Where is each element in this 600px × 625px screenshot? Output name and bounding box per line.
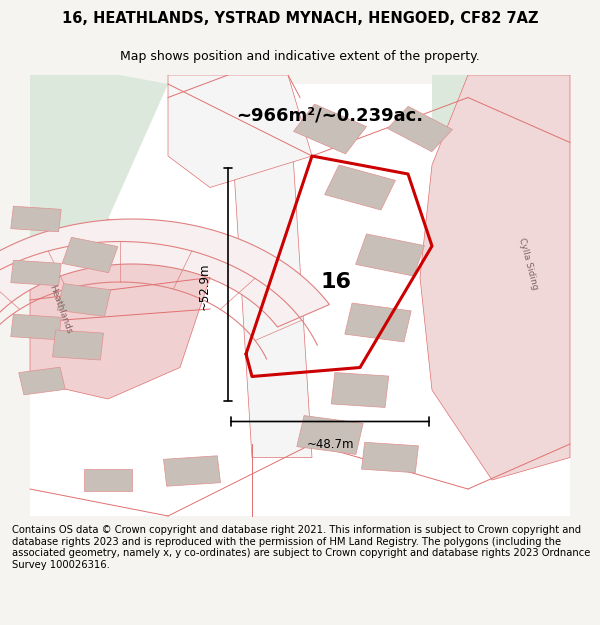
FancyBboxPatch shape	[164, 456, 220, 486]
Polygon shape	[420, 75, 570, 480]
FancyBboxPatch shape	[293, 104, 367, 154]
Text: ~48.7m: ~48.7m	[306, 438, 354, 451]
FancyBboxPatch shape	[331, 372, 389, 408]
FancyBboxPatch shape	[62, 238, 118, 272]
FancyBboxPatch shape	[11, 314, 61, 340]
Text: Heathlands: Heathlands	[47, 283, 73, 335]
FancyBboxPatch shape	[388, 106, 452, 152]
Polygon shape	[228, 75, 312, 458]
FancyBboxPatch shape	[297, 416, 363, 454]
Text: Contains OS data © Crown copyright and database right 2021. This information is : Contains OS data © Crown copyright and d…	[12, 525, 590, 570]
Polygon shape	[0, 219, 329, 327]
FancyBboxPatch shape	[325, 165, 395, 210]
FancyBboxPatch shape	[57, 284, 111, 316]
Polygon shape	[30, 219, 210, 399]
FancyBboxPatch shape	[19, 367, 65, 395]
FancyBboxPatch shape	[84, 469, 132, 491]
Text: 16: 16	[320, 272, 352, 292]
FancyBboxPatch shape	[356, 234, 424, 276]
Text: Cylla Siding: Cylla Siding	[517, 237, 539, 291]
FancyBboxPatch shape	[345, 303, 411, 342]
Polygon shape	[30, 75, 168, 246]
FancyBboxPatch shape	[11, 260, 61, 286]
FancyBboxPatch shape	[53, 330, 103, 360]
Polygon shape	[168, 75, 312, 188]
FancyBboxPatch shape	[362, 442, 418, 472]
Polygon shape	[432, 75, 570, 142]
Text: ~52.9m: ~52.9m	[197, 262, 211, 310]
Text: ~966m²/~0.239ac.: ~966m²/~0.239ac.	[236, 106, 424, 124]
FancyBboxPatch shape	[11, 206, 61, 232]
Text: 16, HEATHLANDS, YSTRAD MYNACH, HENGOED, CF82 7AZ: 16, HEATHLANDS, YSTRAD MYNACH, HENGOED, …	[62, 11, 538, 26]
FancyBboxPatch shape	[30, 84, 570, 516]
Text: Map shows position and indicative extent of the property.: Map shows position and indicative extent…	[120, 50, 480, 62]
